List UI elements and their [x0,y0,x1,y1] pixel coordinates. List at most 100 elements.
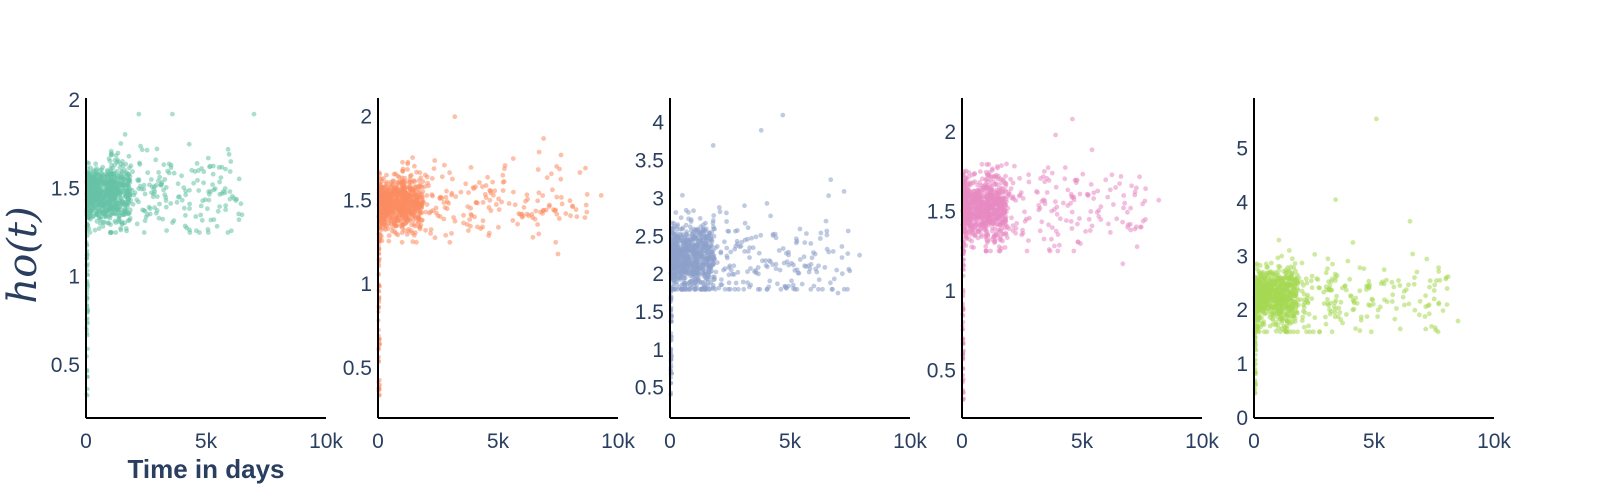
data-point [713,269,719,275]
data-point [162,192,168,198]
data-point [727,286,733,292]
data-point [102,212,108,218]
data-point [149,184,155,190]
data-point [758,232,764,238]
data-point [1264,301,1269,307]
data-point [400,202,405,208]
data-point [439,195,445,201]
data-point [822,265,828,270]
data-point [521,205,527,210]
data-point [992,195,998,201]
data-point [406,211,412,216]
data-point [816,277,822,283]
data-point [423,227,428,233]
data-point [144,147,150,153]
data-point [137,161,143,167]
data-point [1091,196,1096,201]
data-point [163,204,169,210]
data-point [101,190,107,196]
data-point [792,268,798,273]
data-point [1049,170,1055,176]
data-point [678,235,684,241]
data-point [179,173,185,179]
data-point [1301,324,1307,330]
data-point [835,290,841,296]
data-point [471,186,477,191]
data-point [554,194,560,200]
data-point [1001,216,1006,222]
data-point [118,141,124,146]
data-point [573,207,579,212]
data-point [86,190,92,195]
data-point [749,235,754,241]
data-point [998,196,1003,202]
data-point [1263,310,1269,316]
data-point [535,198,541,204]
data-point [678,275,684,281]
y-tick-label: 3 [652,187,664,210]
data-point [775,281,780,287]
data-point [401,198,407,204]
data-point [113,211,118,217]
data-point [680,192,685,198]
data-point [828,280,833,286]
data-point [753,234,759,240]
data-point [407,177,413,183]
data-point [422,184,428,190]
data-point [390,225,395,231]
data-point [143,214,149,220]
data-point [799,281,805,287]
x-tick-label: 5k [195,430,218,453]
data-point [583,202,589,208]
data-point [679,257,685,263]
data-point [412,203,417,209]
data-point [108,175,113,181]
data-point [735,228,740,233]
data-point [122,132,128,137]
data-point [500,179,506,185]
data-point [1054,211,1060,217]
data-point [724,253,730,259]
y-tick-label: 1 [68,266,80,289]
data-point [1073,177,1079,183]
data-point [227,189,233,195]
data-point [687,282,693,288]
data-point [239,212,245,218]
data-point [181,185,187,191]
data-point [453,194,459,200]
data-point [130,201,136,207]
data-point [414,169,419,175]
data-point [466,228,471,234]
data-point [1060,200,1066,206]
data-point [145,170,151,176]
data-point [776,248,782,253]
data-point [402,175,408,181]
data-point [212,186,218,192]
data-point [467,217,473,222]
data-point [1089,223,1095,229]
data-point [782,283,788,289]
data-point [392,192,398,198]
data-point [691,249,697,255]
data-point [674,240,680,246]
data-point [817,236,823,241]
data-point [979,232,984,237]
data-point [1114,216,1120,222]
data-point [126,211,132,217]
data-point [444,188,449,194]
data-point [182,223,188,229]
data-points [376,114,604,398]
data-point [968,194,974,200]
data-point [1140,201,1145,207]
data-point [1070,195,1075,201]
data-point [1091,190,1097,196]
data-point [496,224,501,230]
data-point [98,173,103,179]
data-point [559,201,565,207]
data-point [712,286,718,292]
data-point [386,233,392,239]
data-point [978,192,984,197]
data-point [748,266,753,271]
data-point [452,114,458,120]
data-point [543,207,549,213]
